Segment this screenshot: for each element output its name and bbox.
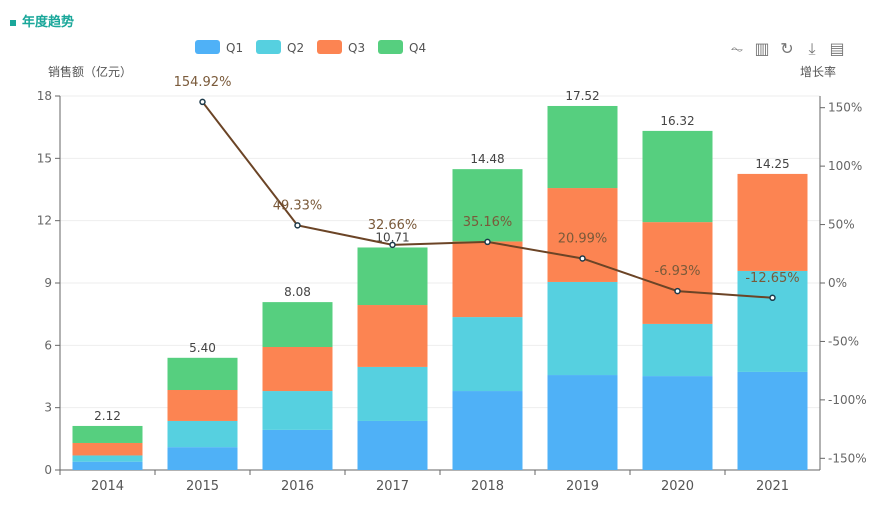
bar-q2 xyxy=(167,420,238,448)
bar-q2 xyxy=(72,455,143,462)
total-label: 2.12 xyxy=(94,409,121,423)
y2-tick-label: -100% xyxy=(828,393,867,407)
y2-tick-label: -150% xyxy=(828,451,867,465)
y2-tick-label: -50% xyxy=(828,334,859,348)
bar-q1 xyxy=(72,461,143,470)
bar-q4 xyxy=(357,247,428,306)
growth-label: 154.92% xyxy=(174,75,232,90)
total-label: 14.48 xyxy=(470,152,504,166)
bar-q3 xyxy=(642,222,713,324)
total-label: 14.25 xyxy=(755,157,789,171)
bar-q1 xyxy=(547,375,618,470)
bar-q4 xyxy=(547,105,618,189)
restore-icon[interactable]: ↻ xyxy=(780,39,793,58)
title-text: 年度趋势 xyxy=(22,15,75,30)
y-tick-label: 3 xyxy=(44,401,52,415)
bar-q4 xyxy=(167,357,238,391)
bar-q2 xyxy=(452,317,523,392)
legend-swatch-q2[interactable] xyxy=(256,40,281,54)
growth-label: 32.66% xyxy=(368,218,418,233)
y-tick-label: 12 xyxy=(37,214,52,228)
growth-point xyxy=(579,255,586,262)
bar-q3 xyxy=(72,442,143,456)
bar-chart-icon[interactable]: ▥ xyxy=(754,39,769,58)
y2-tick-label: 100% xyxy=(828,159,862,173)
bar-q3 xyxy=(357,305,428,367)
bar-q2 xyxy=(642,323,713,377)
panel-title: 年度趋势 xyxy=(10,11,74,30)
bar-q1 xyxy=(357,420,428,470)
total-label: 10.71 xyxy=(375,230,409,244)
growth-label: 20.99% xyxy=(558,231,608,246)
data-view-icon[interactable]: ▤ xyxy=(829,39,844,58)
growth-point xyxy=(294,222,301,229)
bar-q1 xyxy=(642,376,713,470)
x-tick-label: 2017 xyxy=(376,479,409,494)
y2-tick-label: 150% xyxy=(828,101,862,115)
legend-label-q3[interactable]: Q3 xyxy=(348,41,365,55)
line-chart-icon[interactable]: ⏦ xyxy=(730,39,743,58)
growth-label: -12.65% xyxy=(745,271,799,286)
bar-q4 xyxy=(452,169,523,242)
bar-q4 xyxy=(642,130,713,223)
growth-point xyxy=(674,287,681,295)
y-axis-title: 销售额（亿元） xyxy=(48,64,132,79)
legend-label-q2[interactable]: Q2 xyxy=(287,41,304,55)
bar-q2 xyxy=(547,281,618,376)
bar-q3 xyxy=(452,241,523,318)
download-icon[interactable]: ⤓ xyxy=(808,39,815,58)
y-tick-label: 0 xyxy=(44,463,52,477)
bar-q3 xyxy=(737,173,808,271)
legend-label-q4[interactable]: Q4 xyxy=(409,41,426,55)
y2-tick-label: 0% xyxy=(828,276,847,290)
total-label: 8.08 xyxy=(284,285,311,299)
x-tick-label: 2019 xyxy=(566,479,599,494)
bar-q1 xyxy=(452,391,523,470)
growth-point xyxy=(199,98,206,106)
total-label: 16.32 xyxy=(660,114,694,128)
x-tick-label: 2015 xyxy=(186,479,219,494)
legend-swatch-q1[interactable] xyxy=(195,40,220,54)
bar-q2 xyxy=(357,366,428,421)
y2-tick-label: 50% xyxy=(828,218,855,232)
bar-q4 xyxy=(72,425,143,443)
x-tick-label: 2014 xyxy=(91,479,124,494)
bar-q2 xyxy=(737,270,808,372)
growth-label: 35.16% xyxy=(463,215,513,230)
growth-point xyxy=(769,294,776,302)
legend-swatch-q4[interactable] xyxy=(378,40,403,54)
legend-swatch-q3[interactable] xyxy=(317,40,342,54)
y2-axis-title: 增长率 xyxy=(800,64,836,79)
x-tick-label: 2020 xyxy=(661,479,694,494)
legend-label-q1[interactable]: Q1 xyxy=(226,41,243,55)
y-tick-label: 6 xyxy=(44,338,52,352)
y-tick-label: 9 xyxy=(44,276,52,290)
x-tick-label: 2016 xyxy=(281,479,314,494)
growth-point xyxy=(389,241,396,249)
bar-q1 xyxy=(262,429,333,470)
y-tick-label: 15 xyxy=(37,151,52,165)
x-tick-label: 2018 xyxy=(471,479,504,494)
x-tick-label: 2021 xyxy=(756,479,789,494)
total-label: 5.40 xyxy=(189,341,216,355)
title-marker xyxy=(10,19,16,26)
y-tick-label: 18 xyxy=(37,89,52,103)
bar-q3 xyxy=(167,390,238,421)
bar-q3 xyxy=(262,346,333,392)
bar-q2 xyxy=(262,391,333,430)
bar-q4 xyxy=(262,302,333,347)
growth-label: 49.33% xyxy=(273,198,323,213)
bar-q1 xyxy=(167,447,238,470)
growth-point xyxy=(484,238,491,246)
total-label: 17.52 xyxy=(565,89,599,103)
bar-q1 xyxy=(737,371,808,470)
growth-label: -6.93% xyxy=(655,264,701,279)
